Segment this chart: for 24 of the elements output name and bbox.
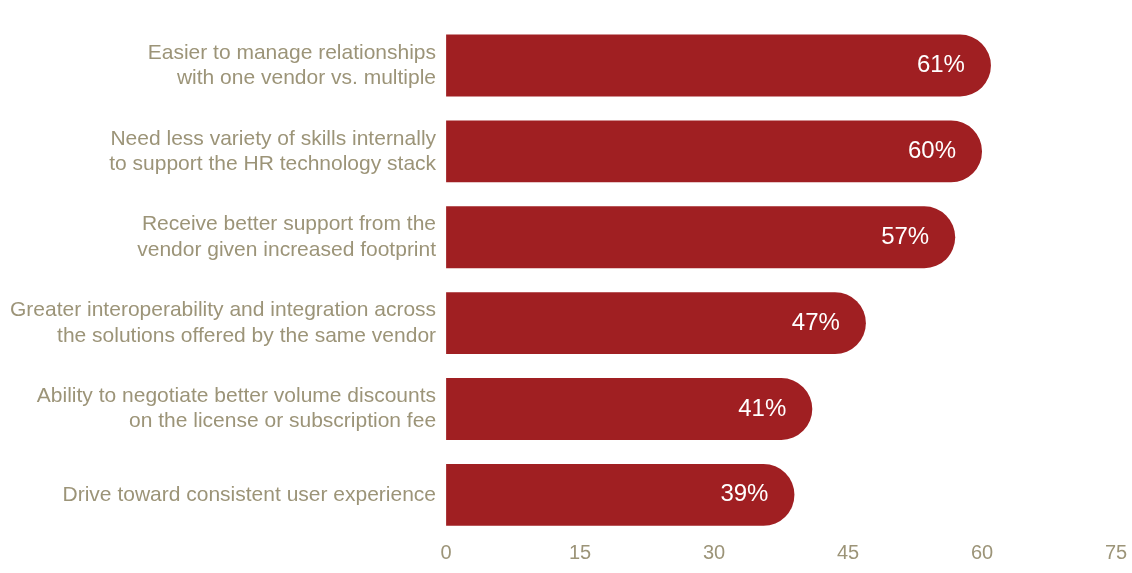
bar xyxy=(446,206,956,269)
x-tick-label: 45 xyxy=(836,541,860,564)
data-label: 39% xyxy=(720,479,769,507)
x-tick-label: 30 xyxy=(702,541,726,564)
bar xyxy=(446,463,795,526)
data-label: 61% xyxy=(916,50,965,78)
data-label: 60% xyxy=(907,136,957,164)
y-tick-label: Ability to negotiate better volume discounts on the license or subscription fee xyxy=(36,383,437,432)
data-label: 57% xyxy=(881,221,930,249)
x-tick-label: 60 xyxy=(970,541,994,564)
y-tick-label: Need less variety of skills internally to support the HR technology stack xyxy=(109,125,437,174)
bar xyxy=(446,378,813,440)
y-tick-label: Receive better support from the vendor given increased footprint xyxy=(137,211,437,260)
y-tick-label: Drive toward consistent user experience xyxy=(62,481,437,505)
bar xyxy=(446,120,983,183)
y-tick-label: Greater interoperability and integration across the solutions offered by the same vendor xyxy=(10,297,437,346)
x-tick-label: 0 xyxy=(440,541,452,564)
bar xyxy=(446,34,991,97)
bar xyxy=(446,292,866,355)
data-label: 41% xyxy=(738,393,787,421)
y-tick-label: Easier to manage relationships with one vendor vs. multiple xyxy=(147,39,437,88)
data-label: 47% xyxy=(791,307,840,335)
x-tick-label: 75 xyxy=(1104,541,1128,564)
x-tick-label: 15 xyxy=(568,541,592,564)
